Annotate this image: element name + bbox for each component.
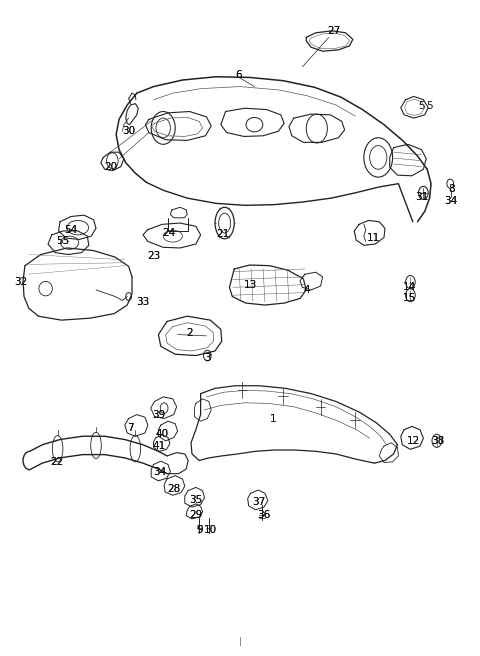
Text: 33: 33 (136, 297, 150, 307)
Text: 27: 27 (327, 26, 340, 37)
Text: 8: 8 (448, 184, 455, 194)
Text: 24: 24 (162, 228, 176, 238)
Text: 36: 36 (257, 510, 271, 520)
Text: 7: 7 (127, 422, 134, 433)
Text: 55: 55 (56, 236, 69, 246)
Text: 4: 4 (304, 285, 311, 295)
Text: 12: 12 (407, 436, 420, 446)
Text: 13: 13 (244, 280, 257, 291)
Text: 20: 20 (104, 162, 117, 173)
Text: 29: 29 (189, 510, 203, 520)
Text: 15: 15 (403, 293, 416, 304)
Text: 10: 10 (204, 525, 217, 535)
Text: 35: 35 (189, 495, 203, 505)
Text: 5: 5 (418, 101, 425, 112)
Text: 21: 21 (216, 229, 230, 239)
Text: 37: 37 (252, 497, 266, 507)
Text: 15: 15 (403, 293, 416, 304)
Text: 30: 30 (122, 126, 135, 136)
Text: 24: 24 (162, 228, 176, 238)
Text: 27: 27 (327, 26, 340, 37)
Text: 54: 54 (64, 224, 78, 235)
Text: 32: 32 (14, 277, 27, 287)
Text: 36: 36 (257, 510, 271, 520)
Text: 23: 23 (147, 251, 160, 262)
Text: 4: 4 (304, 285, 311, 295)
Text: 11: 11 (367, 233, 380, 243)
Text: 35: 35 (189, 495, 203, 505)
Text: 31: 31 (415, 192, 428, 202)
Text: 12: 12 (407, 436, 420, 446)
Text: 40: 40 (156, 429, 169, 440)
Text: 23: 23 (147, 251, 160, 262)
Text: 54: 54 (64, 224, 78, 235)
Text: 21: 21 (216, 229, 230, 239)
Text: 31: 31 (415, 192, 428, 202)
Text: 34: 34 (444, 195, 458, 206)
Text: 30: 30 (122, 126, 135, 136)
Text: 28: 28 (167, 483, 180, 494)
Text: 41: 41 (153, 441, 166, 451)
Text: 7: 7 (127, 422, 134, 433)
Text: 55: 55 (56, 236, 69, 246)
Text: 9: 9 (196, 525, 203, 535)
Text: 14: 14 (403, 281, 416, 292)
Text: 40: 40 (156, 429, 169, 440)
Text: 6: 6 (236, 70, 242, 81)
Text: 29: 29 (189, 510, 203, 520)
Text: 3: 3 (204, 352, 211, 363)
Text: 28: 28 (167, 483, 180, 494)
Text: 33: 33 (136, 297, 150, 307)
Text: 34: 34 (153, 467, 166, 478)
Text: 22: 22 (50, 457, 63, 468)
Text: 2: 2 (186, 328, 193, 338)
Text: 5: 5 (426, 101, 433, 112)
Text: 14: 14 (403, 281, 416, 292)
Text: |: | (239, 637, 241, 646)
Text: 39: 39 (152, 409, 165, 420)
Text: 32: 32 (14, 277, 27, 287)
Text: 34: 34 (444, 195, 458, 206)
Text: 41: 41 (153, 441, 166, 451)
Text: 22: 22 (50, 457, 63, 468)
Text: 10: 10 (204, 525, 217, 535)
Text: 34: 34 (153, 467, 166, 478)
Text: 3: 3 (204, 352, 211, 363)
Text: 11: 11 (367, 233, 380, 243)
Text: 20: 20 (104, 162, 117, 173)
Text: 39: 39 (152, 409, 165, 420)
Text: 38: 38 (431, 436, 444, 446)
Text: 1: 1 (270, 413, 277, 424)
Text: 1: 1 (270, 413, 277, 424)
Text: 6: 6 (236, 70, 242, 81)
Text: 13: 13 (244, 280, 257, 291)
Text: 37: 37 (252, 497, 266, 507)
Text: 38: 38 (431, 436, 444, 446)
Text: 2: 2 (186, 328, 193, 338)
Text: 8: 8 (448, 184, 455, 194)
Text: 9: 9 (196, 525, 203, 535)
